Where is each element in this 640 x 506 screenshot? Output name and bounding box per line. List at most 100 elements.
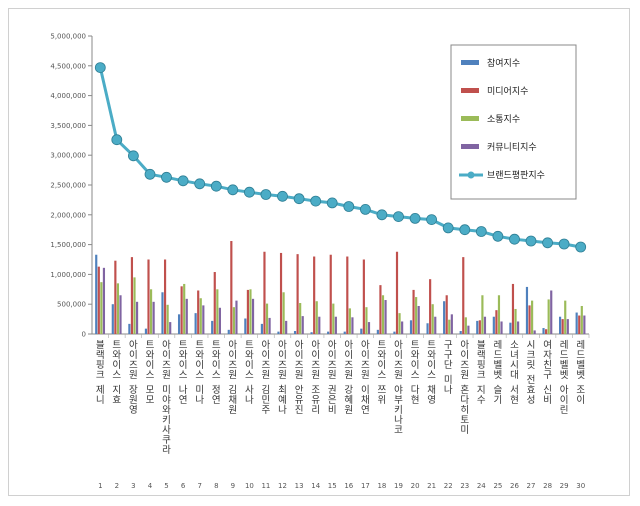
- line-point: [393, 211, 404, 223]
- category-number: 13: [295, 482, 304, 490]
- bar-1: [227, 329, 230, 334]
- bar-2: [97, 266, 100, 334]
- bar-4: [119, 295, 122, 334]
- line-point: [525, 235, 537, 247]
- bar-2: [329, 254, 332, 334]
- bar-1: [459, 331, 462, 334]
- bar-2: [429, 279, 432, 334]
- y-tick-label: 1,000,000: [50, 271, 86, 279]
- bar-1: [211, 320, 214, 334]
- legend-swatch: [461, 144, 479, 149]
- category-number: 7: [197, 482, 201, 490]
- bar-1: [128, 323, 131, 334]
- bar-1: [194, 313, 197, 334]
- legend-label: 미디어지수: [487, 86, 528, 97]
- bar-1: [111, 304, 114, 334]
- bar-2: [545, 329, 548, 334]
- line-point: [194, 178, 206, 190]
- category-number: 2: [115, 482, 119, 490]
- legend-swatch: [461, 60, 479, 65]
- bar-2: [495, 310, 498, 334]
- y-tick-label: 3,500,000: [50, 122, 86, 130]
- bar-3: [497, 295, 501, 334]
- bar-2: [445, 295, 448, 334]
- line-point: [227, 184, 239, 196]
- bar-1: [95, 254, 98, 334]
- bar-1: [393, 331, 396, 334]
- line-point: [542, 237, 553, 249]
- category-number: 21: [427, 482, 436, 490]
- bar-4: [450, 314, 453, 334]
- line-point: [94, 62, 106, 73]
- bar-3: [381, 295, 385, 334]
- bar-4: [285, 320, 288, 334]
- bar-3: [216, 289, 219, 334]
- bar-3: [265, 303, 269, 334]
- bar-2: [130, 257, 134, 334]
- bar-3: [332, 303, 335, 334]
- bar-2: [180, 286, 183, 334]
- category-number: 27: [527, 482, 536, 490]
- bar-2: [462, 257, 465, 334]
- bar-4: [218, 307, 221, 334]
- category-number: 17: [361, 482, 370, 490]
- bar-4: [185, 298, 188, 334]
- bar-2: [379, 285, 382, 334]
- bar-3: [299, 303, 302, 334]
- line-point: [376, 209, 388, 221]
- category-number: 15: [328, 482, 337, 490]
- bar-1: [310, 332, 313, 334]
- bar-3: [431, 304, 434, 334]
- line-point: [426, 214, 438, 226]
- line-point: [144, 168, 156, 180]
- bar-2: [213, 272, 216, 334]
- bar-1: [492, 316, 495, 334]
- bar-2: [246, 289, 249, 334]
- bar-2: [561, 319, 564, 334]
- category-number: 9: [231, 482, 235, 490]
- bar-3: [547, 299, 550, 334]
- line-point: [310, 195, 322, 207]
- legend-label: 커뮤니티지수: [487, 142, 537, 153]
- bar-1: [144, 328, 148, 334]
- line-point: [111, 134, 123, 146]
- bar-2: [395, 251, 399, 334]
- y-tick-label: 5,000,000: [50, 33, 86, 41]
- bar-3: [580, 305, 583, 334]
- line-point: [343, 201, 355, 212]
- bar-3: [365, 307, 368, 334]
- y-tick-label: 0: [82, 331, 86, 339]
- bar-4: [583, 315, 586, 334]
- bar-4: [351, 317, 354, 334]
- bar-2: [478, 320, 481, 334]
- category-number: 25: [493, 482, 502, 490]
- bar-2: [362, 259, 365, 334]
- line-point: [409, 212, 421, 224]
- bar-1: [409, 320, 413, 334]
- bar-3: [564, 300, 567, 334]
- line-point: [177, 175, 189, 187]
- bar-2: [511, 283, 515, 334]
- category-number: 26: [510, 482, 519, 490]
- legend-label: 참여지수: [487, 57, 520, 69]
- bar-1: [443, 301, 446, 334]
- y-tick-label: 4,500,000: [50, 62, 86, 70]
- category-number: 10: [245, 482, 254, 490]
- bar-4: [434, 316, 437, 334]
- bar-2: [578, 315, 581, 334]
- bar-4: [135, 301, 139, 334]
- bar-4: [533, 330, 536, 334]
